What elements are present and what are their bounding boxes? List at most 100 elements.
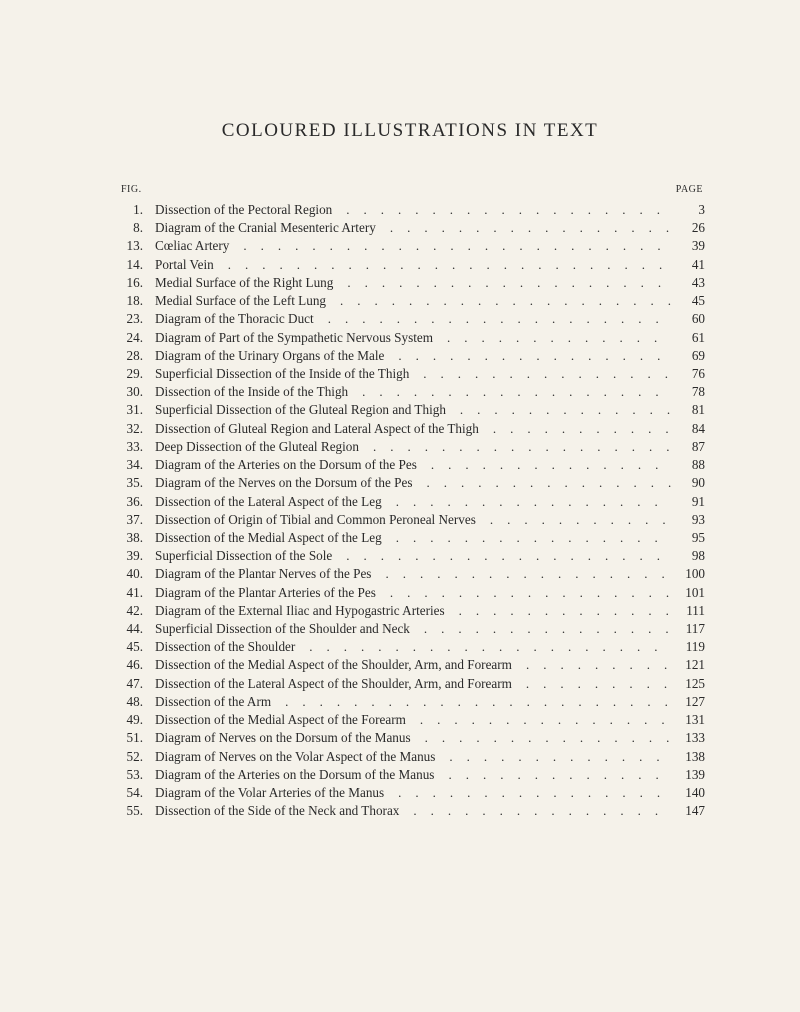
entry-leader-dots: ........................................… xyxy=(406,711,671,729)
entry-title: Dissection of the Inside of the Thigh xyxy=(143,383,348,401)
entry-fig-number: 47. xyxy=(115,675,143,693)
entry-page-number: 26 xyxy=(671,219,705,237)
entry-page-number: 95 xyxy=(671,529,705,547)
toc-entry: 41.Diagram of the Plantar Arteries of th… xyxy=(115,584,705,602)
toc-entry: 39.Superficial Dissection of the Sole...… xyxy=(115,547,705,565)
entry-title: Diagram of Part of the Sympathetic Nervo… xyxy=(143,329,433,347)
entry-title: Dissection of the Lateral Aspect of the … xyxy=(143,493,382,511)
entry-fig-number: 46. xyxy=(115,656,143,674)
entry-leader-dots: ........................................… xyxy=(371,565,671,583)
entry-title: Diagram of the Cranial Mesenteric Artery xyxy=(143,219,376,237)
column-headings: FIG. PAGE xyxy=(115,184,705,195)
entry-title: Portal Vein xyxy=(143,256,214,274)
toc-entry: 47.Dissection of the Lateral Aspect of t… xyxy=(115,675,705,693)
entry-page-number: 93 xyxy=(671,511,705,529)
entry-fig-number: 41. xyxy=(115,584,143,602)
entry-title: Dissection of the Medial Aspect of the S… xyxy=(143,656,512,674)
entry-page-number: 61 xyxy=(671,329,705,347)
entry-title: Dissection of the Pectoral Region xyxy=(143,201,332,219)
toc-entry: 14.Portal Vein..........................… xyxy=(115,256,705,274)
entry-fig-number: 33. xyxy=(115,438,143,456)
toc-entry: 40.Diagram of the Plantar Nerves of the … xyxy=(115,565,705,583)
entry-leader-dots: ........................................… xyxy=(412,474,671,492)
entry-page-number: 119 xyxy=(671,638,705,656)
entry-leader-dots: ........................................… xyxy=(333,274,671,292)
entry-page-number: 81 xyxy=(671,401,705,419)
entry-leader-dots: ........................................… xyxy=(332,201,671,219)
entry-leader-dots: ........................................… xyxy=(479,420,671,438)
toc-entry: 32.Dissection of Gluteal Region and Late… xyxy=(115,420,705,438)
entry-fig-number: 54. xyxy=(115,784,143,802)
entry-title: Superficial Dissection of the Gluteal Re… xyxy=(143,401,446,419)
toc-entry: 51.Diagram of Nerves on the Dorsum of th… xyxy=(115,729,705,747)
entry-page-number: 98 xyxy=(671,547,705,565)
entry-title: Medial Surface of the Right Lung xyxy=(143,274,333,292)
entry-leader-dots: ........................................… xyxy=(512,675,671,693)
toc-entry: 13.Cœliac Artery........................… xyxy=(115,237,705,255)
entry-fig-number: 23. xyxy=(115,310,143,328)
entry-page-number: 138 xyxy=(671,748,705,766)
entry-title: Superficial Dissection of the Shoulder a… xyxy=(143,620,410,638)
entry-title: Diagram of the Plantar Nerves of the Pes xyxy=(143,565,371,583)
entry-leader-dots: ........................................… xyxy=(314,310,671,328)
entry-leader-dots: ........................................… xyxy=(409,365,671,383)
entry-page-number: 131 xyxy=(671,711,705,729)
entry-leader-dots: ........................................… xyxy=(435,748,671,766)
toc-entry: 30.Dissection of the Inside of the Thigh… xyxy=(115,383,705,401)
entry-title: Diagram of the Arteries on the Dorsum of… xyxy=(143,766,434,784)
entry-title: Superficial Dissection of the Inside of … xyxy=(143,365,409,383)
toc-entry: 8.Diagram of the Cranial Mesenteric Arte… xyxy=(115,219,705,237)
toc-entry: 16.Medial Surface of the Right Lung.....… xyxy=(115,274,705,292)
entry-page-number: 140 xyxy=(671,784,705,802)
toc-entry: 33.Deep Dissection of the Gluteal Region… xyxy=(115,438,705,456)
entry-page-number: 111 xyxy=(671,602,705,620)
entry-fig-number: 13. xyxy=(115,237,143,255)
toc-entry: 38.Dissection of the Medial Aspect of th… xyxy=(115,529,705,547)
toc-entry: 48.Dissection of the Arm................… xyxy=(115,693,705,711)
toc-entry: 54.Diagram of the Volar Arteries of the … xyxy=(115,784,705,802)
entry-fig-number: 48. xyxy=(115,693,143,711)
entry-leader-dots: ........................................… xyxy=(214,256,671,274)
toc-entry: 31.Superficial Dissection of the Gluteal… xyxy=(115,401,705,419)
toc-entry: 46.Dissection of the Medial Aspect of th… xyxy=(115,656,705,674)
entry-leader-dots: ........................................… xyxy=(348,383,671,401)
entry-page-number: 101 xyxy=(671,584,705,602)
entry-fig-number: 42. xyxy=(115,602,143,620)
entry-leader-dots: ........................................… xyxy=(376,219,671,237)
entry-fig-number: 8. xyxy=(115,219,143,237)
entry-leader-dots: ........................................… xyxy=(411,729,671,747)
entry-page-number: 127 xyxy=(671,693,705,711)
entry-title: Dissection of the Medial Aspect of the F… xyxy=(143,711,406,729)
entry-fig-number: 30. xyxy=(115,383,143,401)
heading-fig: FIG. xyxy=(115,184,142,195)
toc-entry: 35.Diagram of the Nerves on the Dorsum o… xyxy=(115,474,705,492)
entry-title: Medial Surface of the Left Lung xyxy=(143,292,326,310)
entry-page-number: 121 xyxy=(671,656,705,674)
toc-entry: 23.Diagram of the Thoracic Duct.........… xyxy=(115,310,705,328)
entry-page-number: 117 xyxy=(671,620,705,638)
entry-title: Diagram of the Nerves on the Dorsum of t… xyxy=(143,474,412,492)
entry-title: Diagram of Nerves on the Dorsum of the M… xyxy=(143,729,411,747)
toc-entry: 52.Diagram of Nerves on the Volar Aspect… xyxy=(115,748,705,766)
entry-title: Dissection of Gluteal Region and Lateral… xyxy=(143,420,479,438)
entry-page-number: 139 xyxy=(671,766,705,784)
entry-fig-number: 45. xyxy=(115,638,143,656)
entry-page-number: 91 xyxy=(671,493,705,511)
entry-page-number: 3 xyxy=(671,201,705,219)
entry-leader-dots: ........................................… xyxy=(433,329,671,347)
entry-page-number: 125 xyxy=(671,675,705,693)
entry-page-number: 41 xyxy=(671,256,705,274)
entry-page-number: 87 xyxy=(671,438,705,456)
toc-entry: 49.Dissection of the Medial Aspect of th… xyxy=(115,711,705,729)
entry-leader-dots: ........................................… xyxy=(382,493,671,511)
entry-page-number: 60 xyxy=(671,310,705,328)
entry-page-number: 45 xyxy=(671,292,705,310)
entry-fig-number: 18. xyxy=(115,292,143,310)
entry-fig-number: 14. xyxy=(115,256,143,274)
entry-title: Diagram of the Arteries on the Dorsum of… xyxy=(143,456,417,474)
entry-leader-dots: ........................................… xyxy=(384,784,671,802)
entry-title: Diagram of the External Iliac and Hypoga… xyxy=(143,602,445,620)
toc-entry: 1.Dissection of the Pectoral Region.....… xyxy=(115,201,705,219)
entry-leader-dots: ........................................… xyxy=(295,638,671,656)
entry-fig-number: 51. xyxy=(115,729,143,747)
